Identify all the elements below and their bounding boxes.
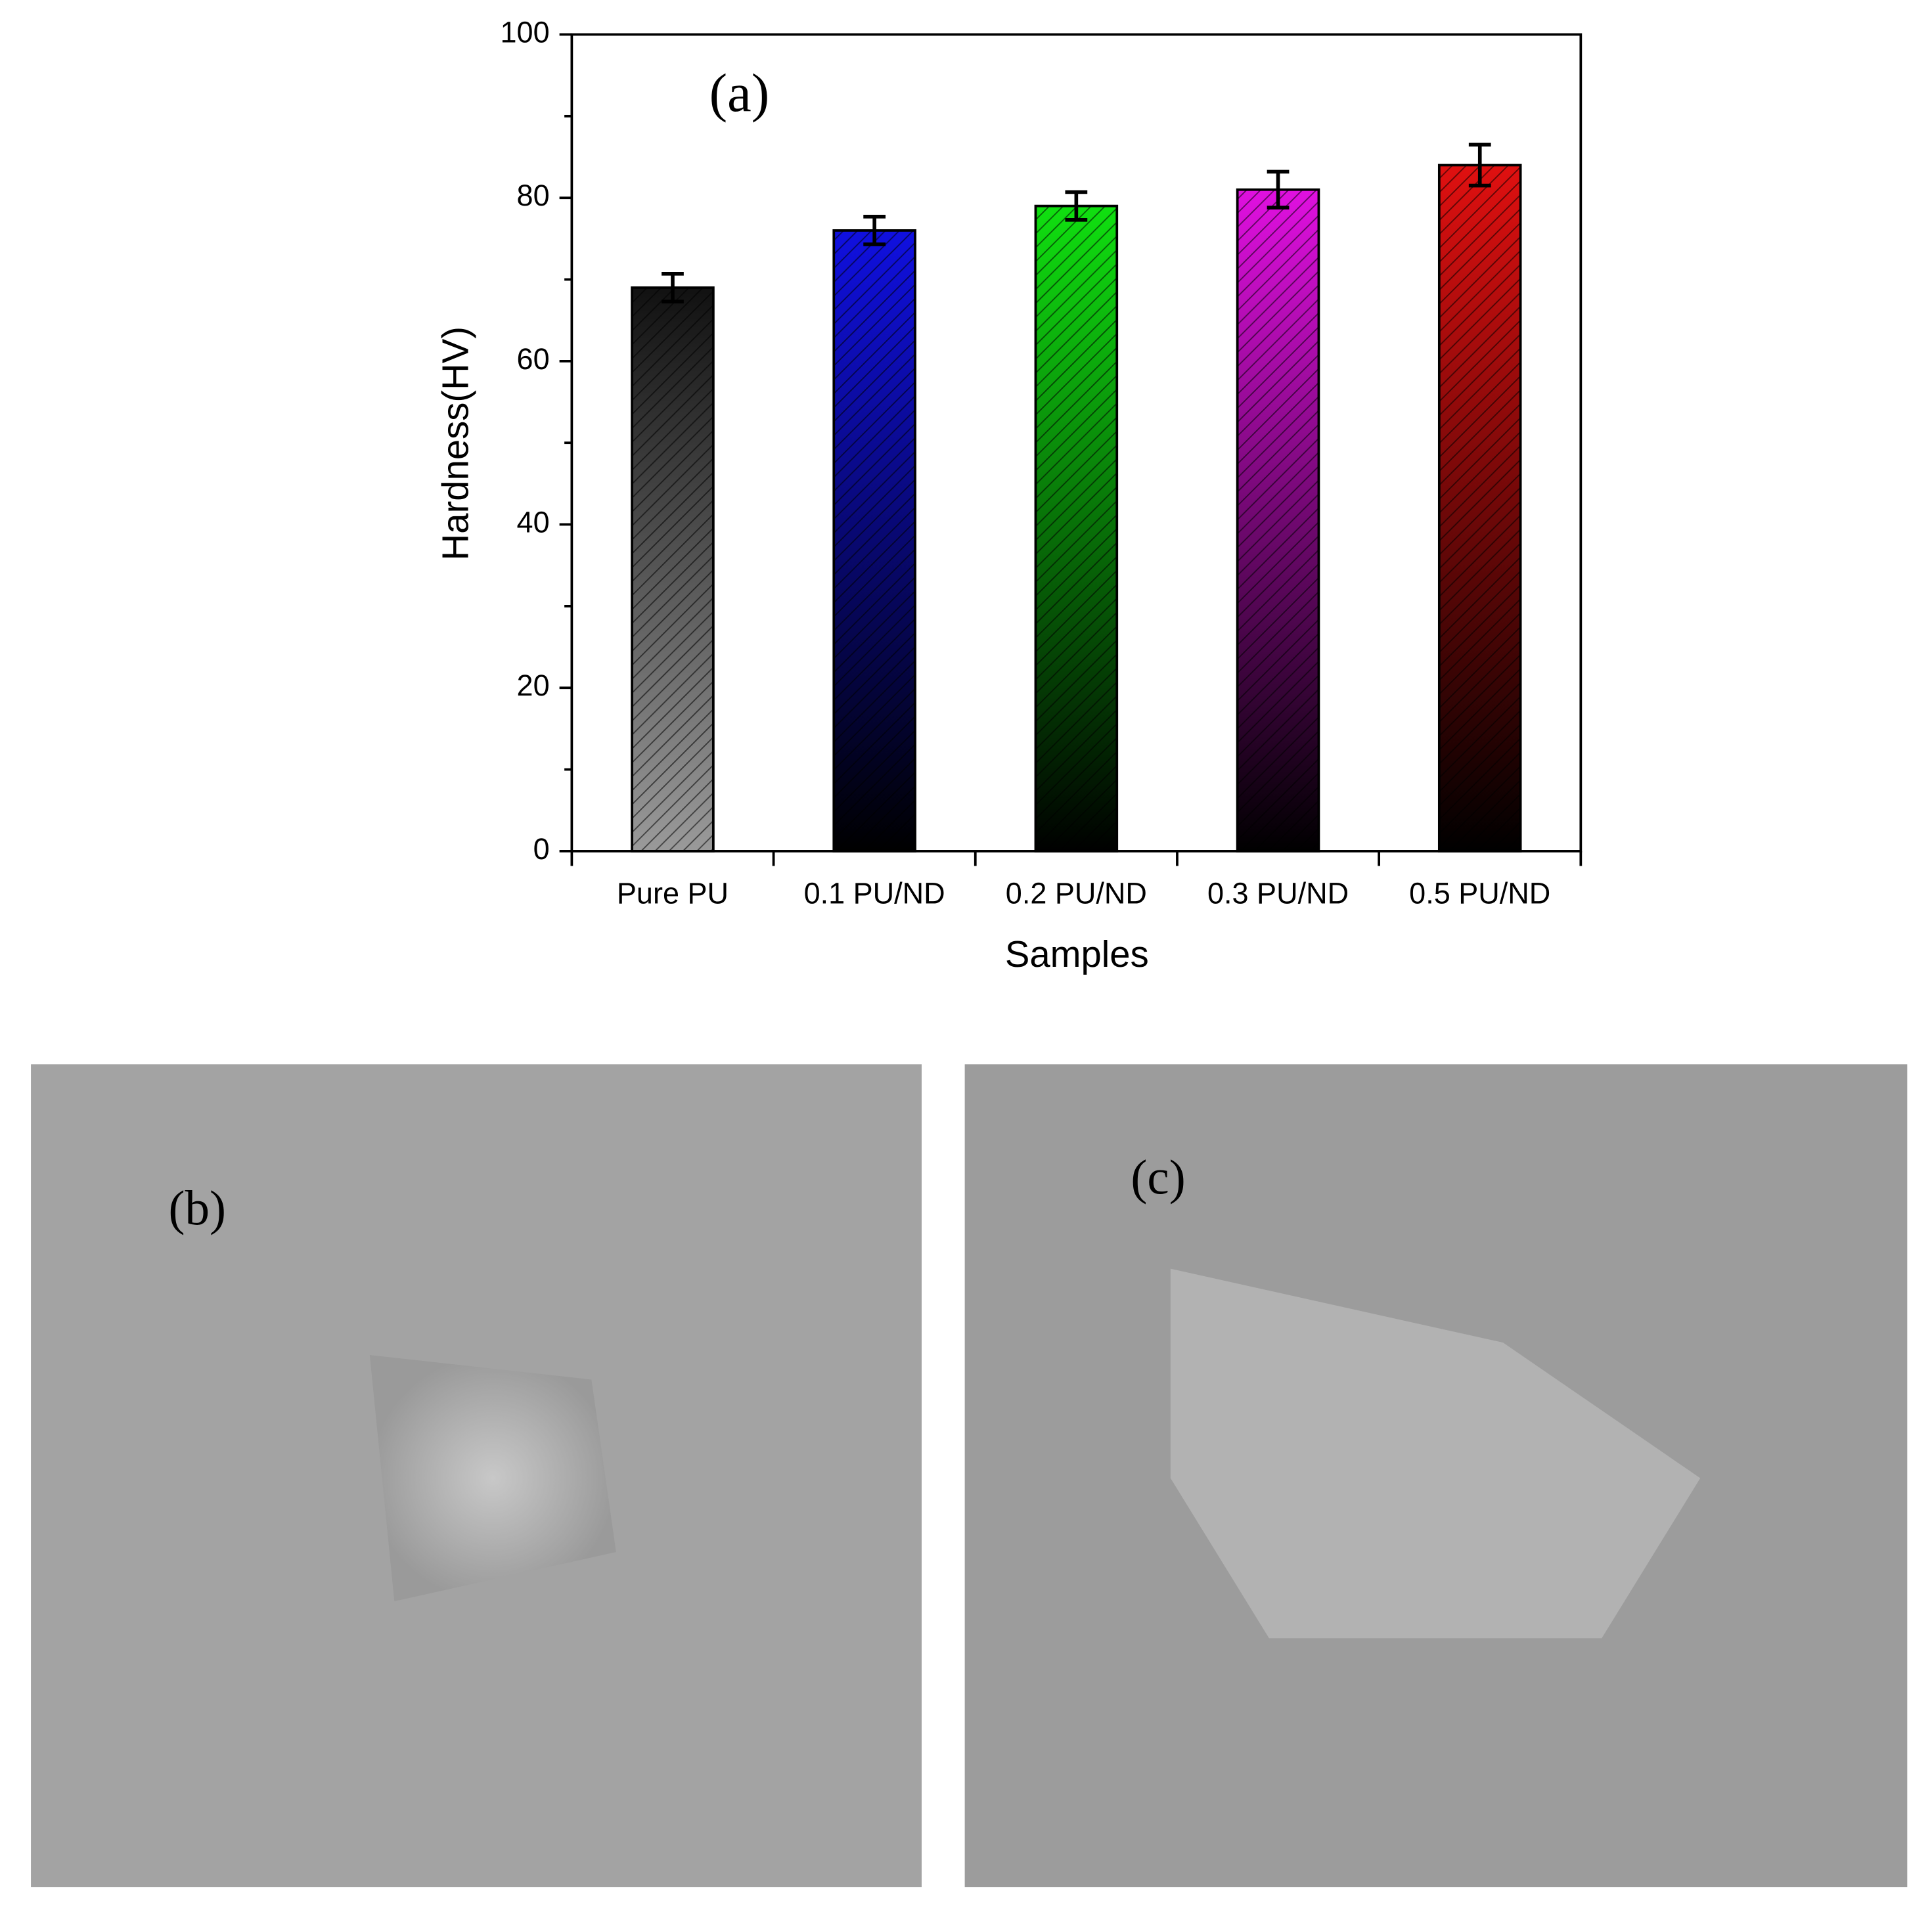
plot-frame (570, 33, 1583, 853)
panel-label: (c) (1131, 1151, 1185, 1205)
indent-b (369, 1354, 616, 1602)
x-axis-label: Samples (1005, 933, 1149, 975)
y-axis-label: Hardness(HV) (435, 326, 476, 560)
bar-hatch (1437, 164, 1522, 853)
x-tick-label: 0.2 PU/ND (1006, 876, 1147, 910)
error-bar (863, 214, 886, 246)
bar-hatch (1236, 188, 1320, 853)
y-tick-label: 60 (517, 342, 550, 376)
y-tick-label: 80 (517, 179, 550, 212)
panel-label: (b) (169, 1181, 226, 1235)
bar-hatch (1034, 204, 1119, 853)
error-bar (1065, 190, 1088, 222)
x-tick-label: 0.1 PU/ND (804, 876, 945, 910)
error-bar (1468, 143, 1491, 188)
error-bar (662, 272, 684, 303)
y-tick-label: 0 (533, 832, 550, 866)
bar-hatch (832, 229, 916, 853)
x-tick-label: 0.5 PU/ND (1409, 876, 1550, 910)
error-bar (1267, 169, 1290, 210)
y-tick-label: 20 (517, 669, 550, 702)
y-tick-label: 100 (501, 15, 550, 49)
y-tick-label: 40 (517, 505, 550, 539)
indent-c (1170, 1268, 1701, 1639)
bar-hatch (631, 286, 715, 853)
x-tick-label: 0.3 PU/ND (1207, 876, 1349, 910)
x-tick-label: Pure PU (617, 876, 729, 910)
annotation: (a) (709, 62, 770, 123)
chart: (a) Samples Hardness(HV) 0 20 40 60 80 100 Pur… (435, 15, 1583, 975)
